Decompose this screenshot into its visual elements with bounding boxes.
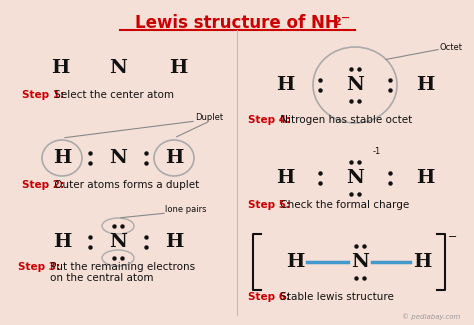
Text: Step 6:: Step 6: — [248, 292, 290, 302]
Text: Step 5:: Step 5: — [248, 200, 290, 210]
Text: lone pairs: lone pairs — [165, 205, 207, 214]
Text: N: N — [346, 76, 364, 94]
Text: Step 4:: Step 4: — [248, 115, 290, 125]
Text: on the central atom: on the central atom — [50, 273, 154, 283]
Text: −: − — [341, 13, 350, 23]
Text: H: H — [276, 76, 294, 94]
Text: H: H — [413, 253, 431, 271]
Text: Octet: Octet — [440, 43, 463, 51]
Text: H: H — [286, 253, 304, 271]
Text: H: H — [416, 76, 434, 94]
Text: N: N — [351, 253, 369, 271]
Text: H: H — [169, 59, 187, 77]
Text: -1: -1 — [373, 148, 381, 157]
Text: N: N — [109, 233, 127, 251]
Text: 2: 2 — [333, 17, 341, 27]
Text: © pediabay.com: © pediabay.com — [401, 313, 460, 320]
Text: Step 1:: Step 1: — [22, 90, 64, 100]
Text: Outer atoms forms a duplet: Outer atoms forms a duplet — [51, 180, 199, 190]
Text: N: N — [109, 59, 127, 77]
Text: Put the remaining electrons: Put the remaining electrons — [47, 262, 195, 272]
Text: Duplet: Duplet — [195, 113, 223, 123]
Text: Nitrogen has stable octet: Nitrogen has stable octet — [277, 115, 412, 125]
Text: H: H — [51, 59, 69, 77]
Text: Step 2:: Step 2: — [22, 180, 64, 190]
Text: H: H — [53, 149, 71, 167]
Text: −: − — [448, 232, 457, 242]
Text: H: H — [276, 169, 294, 187]
Text: N: N — [109, 149, 127, 167]
Text: H: H — [53, 233, 71, 251]
Text: H: H — [165, 233, 183, 251]
Text: Stable lewis structure: Stable lewis structure — [277, 292, 393, 302]
Text: N: N — [346, 169, 364, 187]
Text: H: H — [416, 169, 434, 187]
Text: Select the center atom: Select the center atom — [51, 90, 173, 100]
Text: Check the formal charge: Check the formal charge — [277, 200, 409, 210]
Text: H: H — [165, 149, 183, 167]
Text: Step 3:: Step 3: — [18, 262, 60, 272]
Text: Lewis structure of NH: Lewis structure of NH — [135, 14, 339, 32]
